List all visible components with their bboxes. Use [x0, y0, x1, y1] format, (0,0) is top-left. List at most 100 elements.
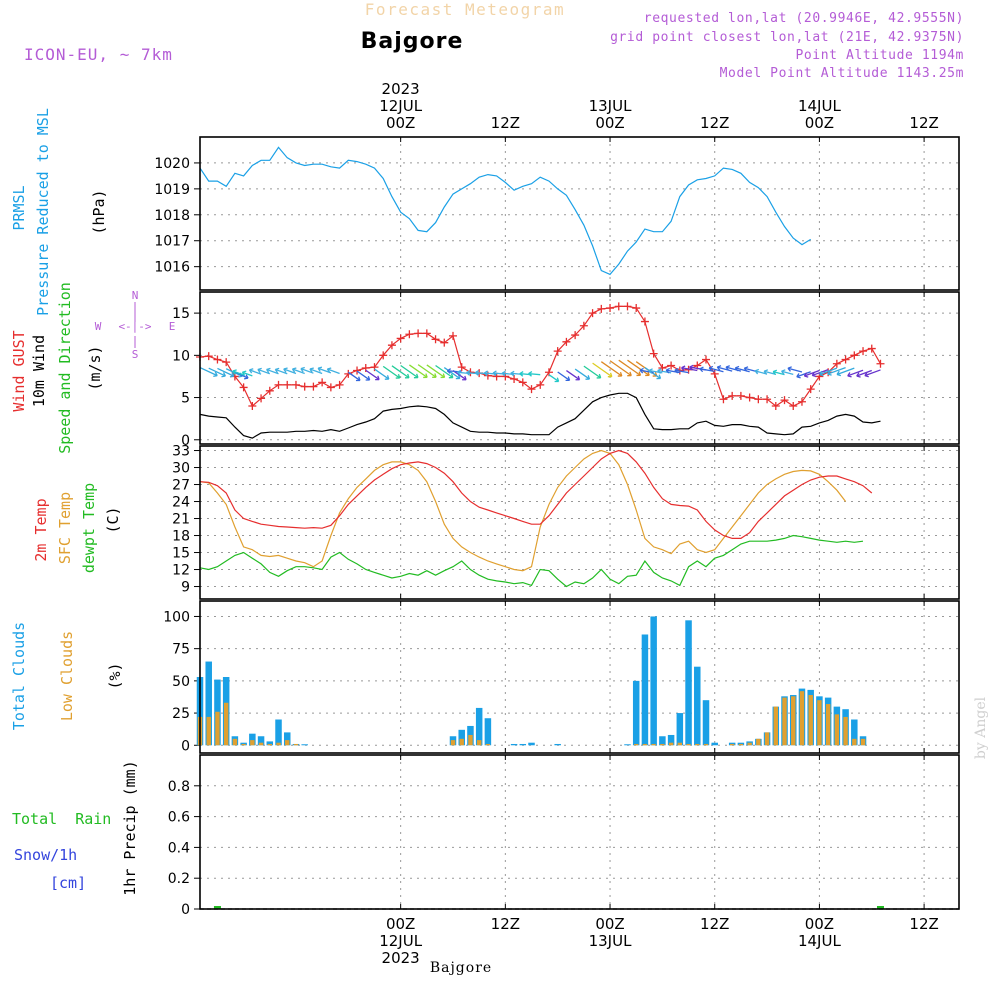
low-cloud-bar	[686, 743, 691, 746]
total-cloud-bar	[301, 744, 308, 746]
wind-arrow	[787, 367, 803, 373]
time-label-top: 14JUL	[798, 97, 841, 115]
wind-arrow-head	[772, 369, 778, 376]
gust-marker	[728, 391, 737, 400]
wind-arrow-head	[413, 373, 419, 379]
y-tick-label: 5	[181, 391, 190, 407]
wind-arrow	[681, 367, 698, 372]
total-clouds-bars	[196, 616, 867, 746]
wind-arrow-head	[274, 367, 280, 374]
wind-arrow	[566, 370, 580, 381]
low-cloud-bar	[703, 743, 709, 746]
gust-marker	[414, 329, 423, 338]
wind-arrow-head	[317, 366, 323, 372]
total-cloud-bar	[702, 700, 710, 746]
gust-marker	[736, 391, 745, 400]
gust-marker	[614, 302, 623, 311]
y-tick-label: 24	[172, 495, 190, 511]
label-wind-gust: Wind GUST	[10, 330, 28, 411]
low-cloud-bar	[860, 738, 866, 746]
low-cloud-bar	[834, 714, 840, 746]
gust-marker	[300, 382, 309, 391]
total-cloud-bar	[851, 719, 858, 746]
label-sfc-temp: SFC Temp	[56, 492, 74, 564]
gust-marker	[274, 380, 283, 389]
wind-direction-arrows	[199, 359, 881, 383]
low-cloud-bar	[738, 743, 744, 746]
total-cloud-bar	[694, 666, 701, 746]
low-cloud-bar	[764, 732, 770, 746]
panel-labels: PRMSL Pressure Reduced to MSL (hPa) Wind…	[10, 108, 139, 896]
total-cloud-bar	[632, 680, 640, 746]
label-hpa: (hPa)	[90, 189, 108, 234]
gust-marker	[579, 321, 588, 330]
wind-speed-line	[199, 392, 881, 439]
wind-arrow-head	[607, 372, 613, 378]
y-tick-label: 75	[172, 642, 190, 658]
time-label-bottom: 12JUL	[379, 932, 422, 950]
gust-marker	[562, 337, 571, 346]
low-cloud-bar	[459, 738, 464, 746]
gust-marker	[422, 329, 431, 338]
y-tick-label: 0.8	[168, 779, 190, 795]
wind-arrow-head	[734, 365, 740, 372]
clouds-frame	[199, 600, 960, 754]
time-label-top: 00Z	[595, 114, 624, 132]
wind-arrow	[365, 369, 380, 381]
time-label-top: 2023	[382, 80, 420, 98]
label-total-rain: Total Rain	[12, 810, 111, 828]
low-cloud-bar	[285, 740, 290, 746]
low-cloud-bar	[660, 743, 665, 746]
compass-e: E	[169, 320, 176, 333]
wind-arrow-head	[716, 365, 722, 371]
requested-coords: requested lon,lat (20.9946E, 42.9555N)	[644, 11, 964, 26]
y-tick-label: 27	[172, 478, 190, 494]
gust-marker	[536, 380, 545, 389]
low-cloud-bar	[206, 716, 211, 746]
label-speed-direction: Speed and Direction	[56, 282, 74, 454]
total-cloud-bar	[667, 734, 675, 746]
wind-arrow-head	[423, 373, 428, 379]
gust-marker	[649, 349, 658, 358]
wind-arrow-head	[617, 372, 623, 377]
wind-arrow	[600, 361, 623, 377]
y-tick-label: 0.6	[168, 810, 190, 826]
wind-arrow-head	[432, 373, 437, 378]
wind-arrow-head	[796, 373, 801, 379]
gust-marker	[457, 363, 466, 372]
wind-arrow-head	[457, 369, 462, 376]
gust-marker	[449, 331, 457, 340]
wind-arrow	[717, 366, 733, 372]
y-tick-label: 100	[163, 609, 190, 625]
wind-arrow-head	[213, 371, 218, 378]
wind-arrow-head	[232, 369, 237, 375]
wind-arrow	[725, 366, 742, 372]
wind-arrow	[763, 370, 776, 376]
wind-arrow	[374, 368, 390, 380]
y-tick-label: 30	[172, 461, 190, 477]
wind-arrow-head	[483, 370, 489, 377]
wind-arrow-head	[657, 368, 662, 374]
y-tick-label: 0	[181, 902, 190, 918]
gust-marker	[719, 395, 728, 404]
wind-arrow	[435, 364, 454, 379]
wind-arrow	[417, 364, 437, 378]
time-label-top: 12Z	[491, 114, 520, 132]
wind-arrow-head	[528, 371, 533, 377]
model-altitude: Model Point Altitude 1143.25m	[720, 66, 964, 81]
y-tick-label: 0.4	[168, 840, 190, 856]
y-tick-label: 1016	[154, 260, 190, 276]
wind-arrow-head	[266, 367, 271, 374]
wind-arrow	[242, 371, 253, 377]
wind-arrow	[627, 359, 650, 376]
wind-arrow-head	[585, 375, 591, 380]
wind-arrow	[300, 368, 314, 374]
gust-marker	[623, 302, 632, 311]
wind-arrow-head	[648, 368, 653, 374]
time-label-top: 12JUL	[379, 97, 422, 115]
label-percent: (%)	[106, 662, 124, 689]
gust-marker	[745, 393, 754, 402]
temp-2m-line	[199, 449, 873, 540]
y-tick-label: 1019	[154, 182, 190, 198]
